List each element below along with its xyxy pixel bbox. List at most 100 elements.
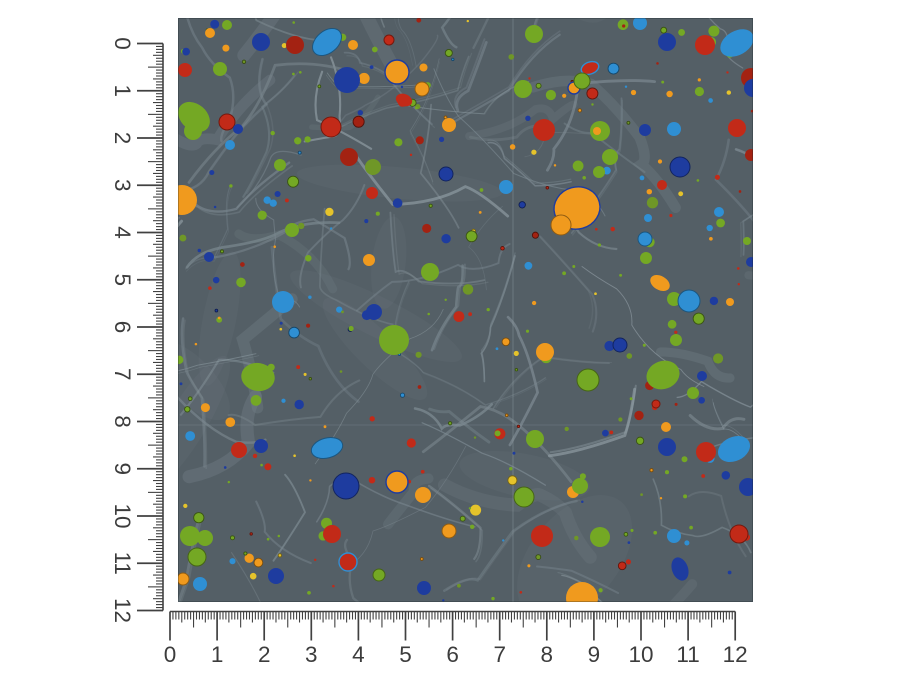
bottom-ruler-label: 8 [541, 642, 554, 667]
left-ruler-label: 9 [110, 462, 135, 475]
splatter [637, 231, 653, 247]
splatter [310, 436, 344, 460]
splatter [233, 124, 243, 134]
splatter [602, 149, 618, 165]
splatter [572, 478, 588, 494]
splatter [644, 214, 652, 222]
splatter-blobs-major [178, 18, 753, 602]
splatter [415, 487, 431, 503]
splatter [566, 582, 598, 602]
splatter [744, 79, 753, 97]
splatter [383, 34, 395, 46]
splatter [285, 223, 299, 237]
left-ruler-label: 11 [110, 552, 135, 575]
splatter [533, 119, 555, 141]
bottom-ruler-label: 2 [258, 642, 271, 667]
bottom-ruler-label: 5 [399, 642, 412, 667]
splatter [334, 67, 360, 93]
bottom-ruler-label: 1 [211, 642, 224, 667]
splatter [197, 530, 213, 546]
splatter [193, 577, 207, 591]
splatter [187, 547, 207, 567]
splatter [254, 439, 268, 453]
bottom-ruler-label: 11 [676, 642, 699, 667]
splatter [180, 526, 200, 546]
splatter [658, 33, 676, 51]
splatter [365, 159, 381, 175]
splatter [513, 486, 535, 508]
splatter [312, 27, 342, 57]
left-ruler-label: 10 [110, 503, 135, 528]
splatter [204, 252, 214, 262]
splatter [274, 159, 286, 171]
left-ruler-label: 1 [110, 84, 135, 97]
splatter [272, 291, 294, 313]
splatter [687, 387, 699, 399]
left-ruler-label: 6 [110, 321, 135, 334]
splatter [695, 35, 715, 55]
splatter [739, 478, 753, 496]
splatter [633, 18, 647, 30]
splatter [714, 207, 724, 217]
bottom-ruler-label: 6 [446, 642, 459, 667]
bottom-ruler-ticks [169, 611, 737, 641]
splatter [366, 304, 382, 320]
splatter [671, 557, 689, 581]
splatter [726, 298, 734, 306]
splatter [338, 552, 358, 572]
splatter [332, 472, 360, 500]
splatter [286, 36, 304, 54]
splatter [667, 292, 681, 306]
splatter [590, 527, 610, 547]
left-ruler-label: 2 [110, 132, 135, 145]
splatter [550, 214, 572, 236]
bottom-ruler-label: 0 [164, 642, 177, 667]
splatter [222, 20, 232, 30]
pattern-swatch [178, 18, 753, 602]
splatter [612, 337, 628, 353]
splatter [729, 524, 749, 544]
bottom-ruler-label: 12 [723, 642, 748, 667]
bottom-ruler-label: 10 [628, 642, 653, 667]
splatter [531, 525, 553, 547]
splatter [438, 166, 454, 182]
splatter [218, 113, 236, 131]
splatter [320, 116, 342, 138]
splatter [536, 343, 554, 361]
left-ruler-label: 4 [110, 226, 135, 239]
splatter [441, 523, 457, 539]
splatter [651, 399, 661, 409]
splatter [646, 360, 680, 390]
splatter [384, 59, 410, 85]
splatter [526, 430, 544, 448]
splatter [717, 436, 751, 462]
splatter [231, 442, 247, 458]
bottom-ruler-labels: 0 1 2 3 4 5 6 7 8 9 10 11 12 [164, 642, 748, 667]
splatter [379, 325, 409, 355]
splatter [720, 29, 753, 57]
splatter [178, 572, 190, 586]
splatter [580, 60, 600, 76]
splatter [241, 362, 275, 392]
splatter [178, 101, 210, 133]
splatter [573, 72, 591, 90]
splatter [514, 80, 532, 98]
splatter [385, 470, 409, 494]
splatter [414, 81, 430, 97]
splatter-dots-small [178, 18, 753, 602]
swatch-border [178, 18, 753, 602]
splatter [746, 257, 753, 267]
left-ruler-label: 0 [110, 37, 135, 50]
left-ruler-ticks [137, 42, 163, 612]
swatch-pattern-layers [178, 18, 753, 602]
splatter [650, 274, 670, 292]
left-ruler-label: 12 [110, 598, 135, 623]
splatter [576, 368, 600, 392]
splatter [669, 156, 691, 178]
splatter [421, 263, 439, 281]
bottom-ruler-label: 9 [588, 642, 601, 667]
